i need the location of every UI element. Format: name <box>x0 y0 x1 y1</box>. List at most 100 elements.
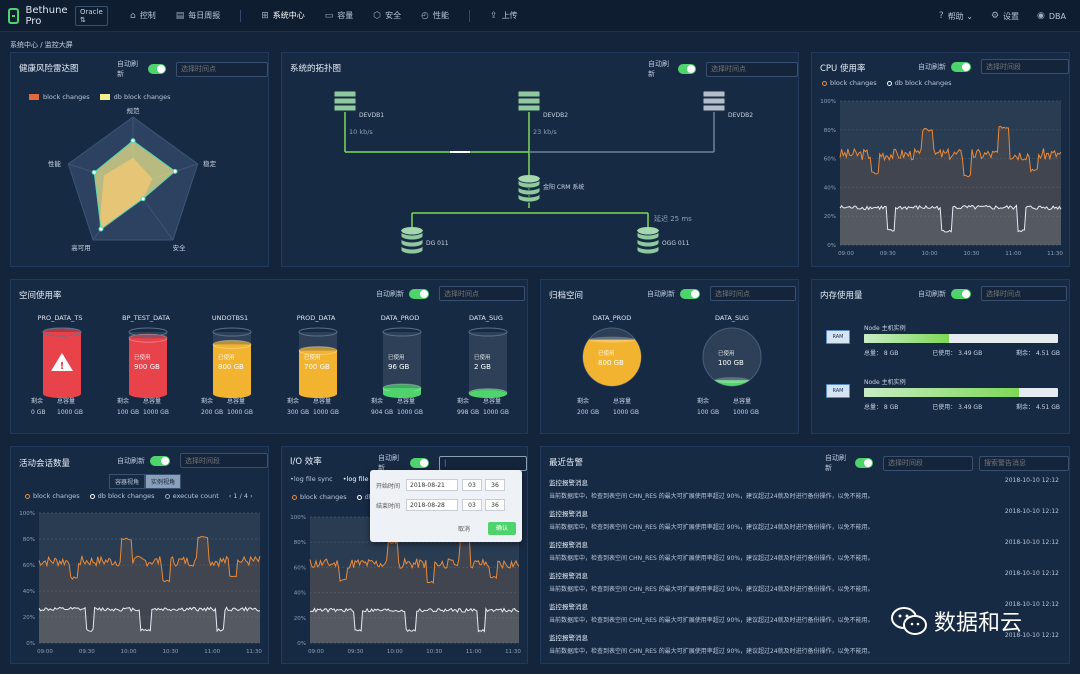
sessions-panel: 活动会话数量 自动刷新 容器视角 实例视角 block changes db b… <box>10 446 269 664</box>
legend-item[interactable]: db block changes <box>89 492 155 500</box>
legend-item[interactable]: block changes <box>29 93 90 101</box>
auto-refresh-toggle[interactable] <box>680 288 700 299</box>
tablespace-cylinder: 已使用 700 GB <box>298 327 338 398</box>
auto-refresh-toggle[interactable] <box>150 455 170 466</box>
total-value: 1000 GB <box>313 409 339 416</box>
help-menu[interactable]: ? 帮助 ⌄ <box>939 11 973 22</box>
alert-message: 当前数据库中，检查到表空间 CHN_RES 的最大可扩展使用率超过 90%，建议… <box>549 524 874 531</box>
auto-refresh-toggle[interactable] <box>409 458 429 468</box>
cylinder-bottom <box>43 390 81 398</box>
legend-item[interactable]: block changes <box>292 493 347 501</box>
tab-instance-view[interactable]: 实例视角 <box>145 474 182 489</box>
cancel-button[interactable]: 取消 <box>458 526 471 533</box>
tablespace-name: DATA_PROD <box>380 314 420 322</box>
y-tick-label: 0% <box>827 243 836 249</box>
auto-refresh-toggle[interactable] <box>951 61 971 72</box>
memory-node[interactable]: RAM Node 主机实例 总量： 8 GB 已使用： 3.49 GB 剩余： 4.51… <box>826 379 1062 416</box>
auto-refresh-toggle[interactable] <box>951 288 971 299</box>
legend-pager[interactable]: ‹ 1 / 4 › <box>228 492 253 500</box>
memory-total: 总量： 8 GB <box>864 404 899 411</box>
y-tick-label: 20% <box>23 615 35 621</box>
archive-item[interactable]: DATA_SUG 已使用 100 GB 剩余 总容量 100 GB 1000 GB <box>697 314 767 424</box>
topology-node[interactable]: DG 011 <box>400 227 449 255</box>
alert-item[interactable]: 监控报警消息 当前数据库中，检查到表空间 CHN_RES 的最大可扩展使用率超过 … <box>549 601 1059 632</box>
nav-item-weekly[interactable]: ▤ 每日周报 <box>176 10 221 21</box>
auto-refresh-toggle[interactable] <box>855 458 873 468</box>
nav-item-security[interactable]: ⬡ 安全 <box>373 10 401 21</box>
time-range-input[interactable] <box>180 453 268 468</box>
alert-search-input[interactable] <box>979 455 1069 471</box>
confirm-button[interactable]: 确认 <box>488 522 516 535</box>
remain-caption: 剩余 <box>287 398 300 405</box>
tablespace-item[interactable]: UNDOTBS1 已使用 800 GB 剩余 总容量 200 GB 1000 GB <box>201 314 259 424</box>
legend-item[interactable]: db block changes <box>99 93 171 101</box>
alert-item[interactable]: 监控报警消息 当前数据库中，检查到表空间 CHN_RES 的最大可扩展使用率超过 … <box>549 570 1059 601</box>
alert-item[interactable]: 监控报警消息 当前数据库中，检查到表空间 CHN_RES 的最大可扩展使用率超过 … <box>549 632 1059 663</box>
app-logo[interactable]: Bethune Pro Oracle ⇅ <box>8 5 108 27</box>
topology-node[interactable]: DEVDB2 23 kb/s <box>517 90 568 136</box>
stat-values: 200 GB 1000 GB <box>201 407 271 418</box>
alert-time: 2018-10-10 12:12 <box>1004 570 1059 577</box>
end-hour-field[interactable]: 03 <box>462 499 482 511</box>
nav-item-performance[interactable]: ◴ 性能 <box>421 10 449 21</box>
auto-refresh-toggle[interactable] <box>678 64 696 74</box>
archive-item[interactable]: DATA_PROD 已使用 800 GB 剩余 总容量 200 GB 1000 GB <box>577 314 647 424</box>
start-date-field[interactable]: 2018-08-21 <box>406 479 458 491</box>
tablespace-item[interactable]: DATA_PROD 已使用 96 GB 剩余 总容量 904 GB 1000 GB <box>371 314 429 424</box>
topology-node[interactable]: OGG 011 <box>636 227 690 255</box>
alert-item[interactable]: 监控报警消息 当前数据库中，检查到表空间 CHN_RES 的最大可扩展使用率超过 … <box>549 477 1059 508</box>
stat-captions: 剩余 总容量 <box>31 396 101 407</box>
time-point-input[interactable] <box>176 61 268 77</box>
stat-captions: 剩余 总容量 <box>457 396 527 407</box>
time-point-input[interactable] <box>706 61 798 77</box>
nav-item-system-center[interactable]: ⊞ 系统中心 <box>261 10 305 21</box>
legend-item[interactable]: execute count <box>164 492 219 500</box>
auto-refresh-toggle[interactable] <box>147 64 166 74</box>
alert-item[interactable]: 监控报警消息 当前数据库中，检查到表空间 CHN_RES 的最大可扩展使用率超过 … <box>549 539 1059 570</box>
time-range-input[interactable] <box>883 455 973 471</box>
auto-refresh-label: 自动刷新 <box>378 454 399 472</box>
time-point-input[interactable] <box>981 286 1067 301</box>
env-switch[interactable]: Oracle ⇅ <box>75 5 108 26</box>
tablespace-name: PROD_DATA <box>296 314 336 322</box>
end-minute-field[interactable]: 36 <box>485 499 505 511</box>
legend-item[interactable]: block changes <box>25 492 80 500</box>
nav-item-control[interactable]: ⌂ 控制 <box>130 10 156 21</box>
start-hour-field[interactable]: 03 <box>462 479 482 491</box>
nav-item-upload[interactable]: ⇪ 上传 <box>490 10 518 21</box>
archive-gauge: 已使用 100 GB <box>702 327 762 387</box>
start-minute-field[interactable]: 36 <box>485 479 505 491</box>
user-menu[interactable]: ◉ DBA <box>1037 11 1066 21</box>
tab-log-file-parallel[interactable]: • log file p <box>342 475 375 483</box>
tablespace-item[interactable]: PROD_DATA 已使用 700 GB 剩余 总容量 300 GB 1000 GB <box>287 314 345 424</box>
nav-label: 控制 <box>139 11 156 20</box>
used-value: 96 GB <box>388 363 410 371</box>
tablespace-item[interactable]: DATA_SUG 已使用 2 GB 剩余 总容量 998 GB 1000 GB <box>457 314 515 424</box>
time-point-input[interactable] <box>439 286 525 301</box>
watermark-text: 数据和云 <box>934 611 1023 636</box>
tab-log-file-sync[interactable]: • log file sync <box>290 475 333 483</box>
stat-values: 998 GB 1000 GB <box>457 407 527 418</box>
time-range-input[interactable] <box>981 59 1069 74</box>
legend-item[interactable]: db block changes <box>886 79 952 87</box>
time-range-input[interactable] <box>439 455 527 471</box>
tab-container-view[interactable]: 容器视角 <box>109 474 146 489</box>
end-date-field[interactable]: 2018-08-28 <box>406 499 458 511</box>
auto-refresh-toggle[interactable] <box>409 288 429 299</box>
settings-button[interactable]: ⚙ 设置 <box>991 11 1019 22</box>
logo-icon <box>8 7 20 24</box>
topology-node[interactable]: DEVDB2 <box>702 90 753 125</box>
tablespace-item[interactable]: PRO_DATA_TS! 剩余 总容量 0 GB 1000 GB <box>31 314 89 424</box>
tablespace-item[interactable]: BP_TEST_DATA 已使用 900 GB 剩余 总容量 100 GB 1000 GB <box>117 314 175 424</box>
topology-node[interactable]: DEVDB1 10 kb/s <box>333 90 384 136</box>
archive-gauge: 已使用 800 GB <box>582 327 642 387</box>
panel-controls: 自动刷新 <box>117 59 268 79</box>
used-value: 700 GB <box>304 363 330 371</box>
alert-item[interactable]: 监控报警消息 当前数据库中，检查到表空间 CHN_RES 的最大可扩展使用率超过 … <box>549 508 1059 539</box>
legend-item[interactable]: db <box>356 493 373 501</box>
legend-item[interactable]: block changes <box>822 79 877 87</box>
memory-node[interactable]: RAM Node 主机实例 总量： 8 GB 已使用： 3.49 GB 剩余： 4.51… <box>826 325 1062 362</box>
nav-item-capacity[interactable]: ▭ 容量 <box>325 10 354 21</box>
topology-node[interactable]: 金阳 CRM 系统 <box>517 175 584 203</box>
time-point-input[interactable] <box>710 286 796 301</box>
